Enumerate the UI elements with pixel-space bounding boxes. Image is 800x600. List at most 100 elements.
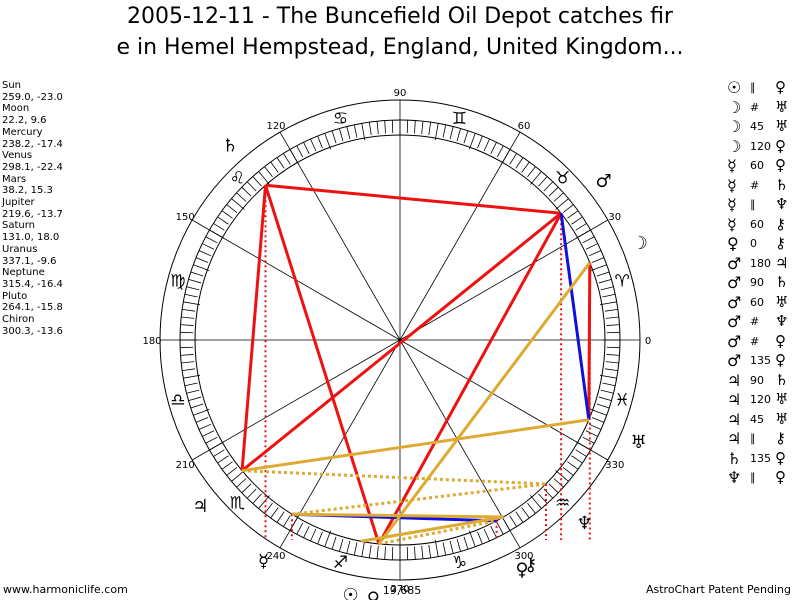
degree-tick [205, 436, 218, 444]
degree-label: 270 [390, 584, 409, 595]
aspect-line [265, 183, 562, 215]
degree-tick [317, 135, 323, 149]
planet-coords: 300.3, -13.6 [2, 325, 63, 337]
degree-label: 300 [514, 551, 533, 562]
zodiac-sign-icon: ♒ [555, 494, 570, 514]
degree-tick [553, 478, 564, 488]
planet-coords: 22.2, 9.6 [2, 115, 47, 127]
planet-name: Mars [2, 173, 27, 185]
degree-tick [368, 544, 372, 558]
degree-tick [276, 157, 285, 169]
sign-spoke [399, 131, 521, 341]
aspect-angle: 135 [750, 354, 771, 367]
zodiac-sign-icon: ♊ [452, 109, 467, 129]
degree-tick [421, 545, 424, 559]
degree-tick [442, 542, 447, 556]
degree-tick [324, 133, 331, 150]
degree-tick [361, 123, 366, 141]
degree-tick [236, 192, 247, 202]
aspect-row: ♂ 60 ♅ [727, 293, 799, 313]
degree-tick [527, 166, 536, 178]
planet-name: Jupiter [2, 197, 35, 209]
degree-tick [515, 157, 524, 169]
planet-glyph-icon: ☿ [727, 214, 737, 234]
degree-tick [317, 531, 323, 545]
degree-tick [555, 470, 569, 482]
degree-tick [530, 495, 542, 509]
degree-tick [555, 198, 569, 210]
degree-tick [221, 461, 233, 470]
degree-tick [217, 455, 229, 464]
aspect-angle: 120 [750, 139, 771, 153]
degree-tick [181, 316, 195, 319]
aspect-row: ☽ 120 ♀ [727, 137, 799, 157]
planet-glyph-icon: ☉ [727, 78, 742, 97]
degree-tick [202, 430, 215, 437]
degree-tick [264, 166, 273, 178]
degree-tick [605, 361, 619, 364]
aspect-line [559, 213, 591, 420]
degree-tick [463, 130, 469, 144]
degree-tick [575, 449, 587, 457]
degree-tick [414, 546, 416, 560]
degree-tick [195, 417, 209, 423]
degree-tick [205, 236, 218, 244]
degree-tick [353, 124, 358, 138]
degree-tick [582, 436, 595, 444]
degree-tick [296, 145, 304, 158]
degree-label: 60 [518, 121, 531, 132]
planet-glyph-icon: ♀ [515, 559, 528, 580]
degree-tick [490, 142, 497, 155]
degree-tick [575, 223, 587, 231]
degree-tick [241, 186, 252, 197]
planet-name: Venus [2, 150, 33, 162]
planet-coords: 259.0, -23.0 [2, 91, 63, 103]
degree-label: 180 [142, 336, 161, 347]
chart-title-line1: 2005-12-11 - The Buncefield Oil Depot ca… [127, 4, 673, 29]
aspect-row: ♄ 135 ♀ [727, 449, 799, 469]
degree-tick [331, 130, 337, 144]
degree-tick [588, 250, 602, 257]
planet-glyph-icon: ♅ [775, 409, 789, 428]
planet-name: Uranus [2, 243, 38, 255]
aspect-angle: ∥ [750, 471, 756, 484]
degree-tick [605, 316, 619, 319]
degree-tick [310, 528, 317, 542]
degree-tick [434, 123, 439, 141]
aspect-row: ♂ 135 ♀ [727, 351, 799, 371]
degree-tick [571, 216, 583, 225]
degree-tick [226, 204, 238, 213]
degree-tick [600, 389, 614, 394]
degree-tick [346, 540, 351, 554]
aspect-row: ♃ 90 ♄ [727, 371, 799, 391]
degree-tick [567, 210, 579, 219]
planet-glyph-icon: ♀ [775, 136, 786, 155]
zodiac-sign-icon: ♋ [333, 109, 348, 129]
planet-glyph-icon: ⚷ [775, 234, 786, 252]
degree-tick [188, 278, 202, 284]
degree-tick [217, 216, 229, 225]
degree-label: 120 [266, 121, 285, 132]
aspect-angle: # [750, 315, 760, 328]
degree-tick [195, 257, 209, 263]
aspect-row: ☿ # ♄ [727, 176, 799, 196]
degree-tick [421, 121, 424, 135]
aspect-line [291, 512, 504, 519]
planet-glyph-icon: ♃ [727, 409, 742, 429]
degree-tick [490, 525, 497, 538]
degree-tick [521, 507, 530, 519]
zodiac-sign-icon: ♈ [615, 271, 630, 291]
degree-tick [591, 257, 605, 263]
planet-glyph-icon: ☽ [727, 97, 742, 117]
aspect-angle: 45 [750, 412, 764, 426]
degree-tick [384, 120, 386, 134]
degree-tick [346, 126, 351, 140]
planet-glyph-icon: ♂ [727, 331, 742, 351]
degree-tick [604, 368, 618, 372]
aspect-row: ♂ 180 ♃ [727, 254, 799, 274]
aspect-lines [240, 183, 592, 546]
aspect-angle: 120 [750, 393, 771, 406]
degree-label: 210 [176, 460, 195, 471]
planet-glyph-icon: ♂ [727, 273, 742, 292]
aspect-line [264, 184, 381, 545]
